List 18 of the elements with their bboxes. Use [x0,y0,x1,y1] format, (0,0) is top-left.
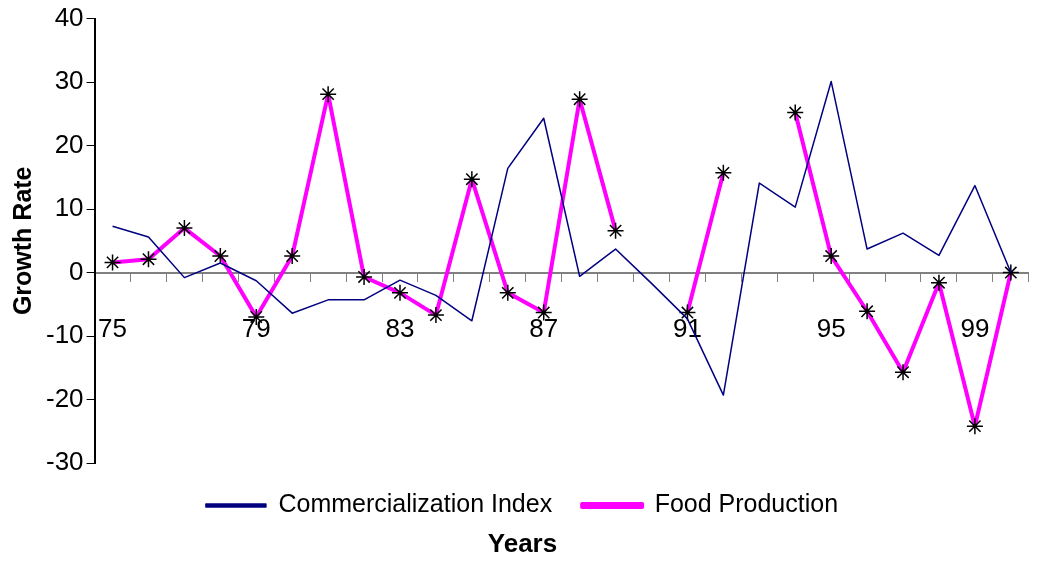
y-tick-label: 0 [69,255,84,286]
y-axis-title: Growth Rate [7,166,36,316]
x-tick-label: 75 [98,313,127,344]
x-tick-label: 83 [385,313,415,344]
x-tick-label: 99 [960,313,990,344]
y-tick-label: 30 [54,65,84,96]
legend-label: Commercialization Index [278,489,553,518]
y-tick-label: -30 [46,446,84,477]
x-tick-label: 87 [529,313,559,344]
x-axis-title: Years [486,528,559,559]
x-tick-label: 79 [241,313,271,344]
x-tick-label: 95 [816,313,846,344]
y-tick-label: -10 [46,319,84,350]
y-tick-label: 40 [54,1,84,32]
y-tick-label: 10 [54,192,84,223]
legend-label: Food Production [654,489,839,518]
y-tick-label: 20 [54,128,84,159]
y-tick-label: -20 [46,382,84,413]
